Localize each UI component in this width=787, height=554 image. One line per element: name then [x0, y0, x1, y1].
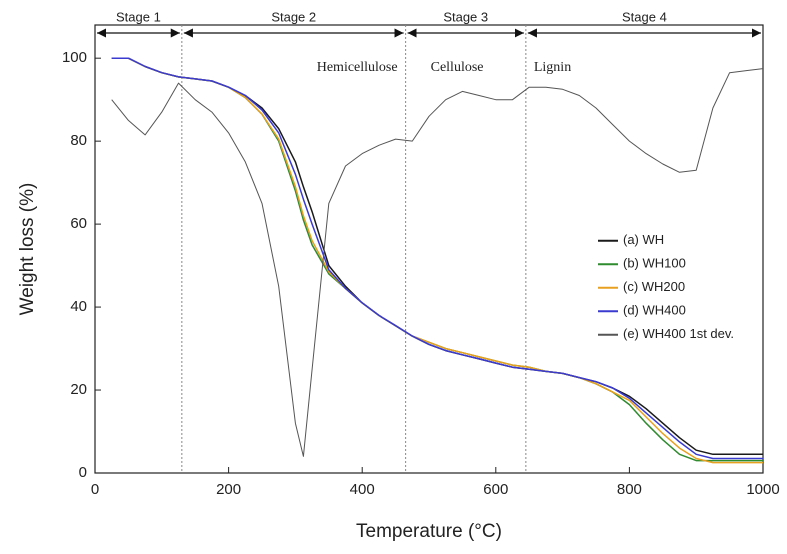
y-tick-label: 40: [70, 298, 87, 315]
stage-note: Cellulose: [431, 60, 484, 75]
stage-label: Stage 4: [622, 9, 667, 24]
y-tick-label: 80: [70, 132, 87, 149]
plot-frame: [94, 24, 764, 474]
legend-label: (a) WH: [623, 232, 664, 247]
legend-label: (c) WH200: [623, 279, 685, 294]
x-tick-label: 1000: [746, 481, 779, 498]
stage-note: Hemicellulose: [317, 60, 398, 75]
x-tick-label: 800: [617, 481, 642, 498]
x-axis-title: Temperature (°C): [356, 521, 502, 542]
y-tick-label: 60: [70, 215, 87, 232]
stage-label: Stage 3: [443, 9, 488, 24]
x-tick-label: 200: [216, 481, 241, 498]
series-line: [111, 68, 764, 457]
x-tick-label: 600: [483, 481, 508, 498]
y-tick-label: 0: [79, 464, 87, 481]
x-tick-label: 400: [350, 481, 375, 498]
stage-label: Stage 2: [271, 9, 316, 24]
legend-label: (e) WH400 1st dev.: [623, 326, 734, 341]
legend-label: (b) WH100: [623, 256, 686, 271]
legend-label: (d) WH400: [623, 303, 686, 318]
series-line: [111, 57, 763, 460]
stage-label: Stage 1: [116, 9, 161, 24]
y-tick-label: 20: [70, 381, 87, 398]
y-tick-label: 100: [62, 49, 87, 66]
y-axis-title: Weight loss (%): [17, 183, 38, 316]
x-tick-label: 0: [91, 481, 99, 498]
stage-note: Lignin: [534, 60, 571, 75]
